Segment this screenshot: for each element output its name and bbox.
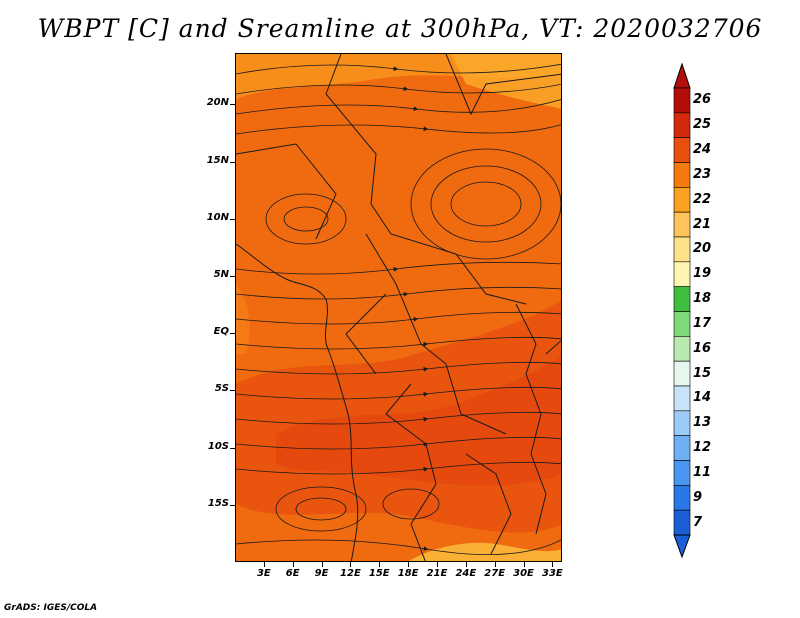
- colorbar-label: 17: [693, 315, 712, 331]
- colorbar-segment: [673, 311, 691, 337]
- colorbar-segment: [673, 360, 691, 387]
- cool-patch-south: [409, 542, 561, 561]
- lon-tick-label: 18E: [397, 568, 419, 579]
- lon-tick: [321, 562, 323, 567]
- colorbar-segment: [673, 236, 691, 263]
- colorbar-segment: [673, 385, 691, 412]
- colorbar-segment: [673, 286, 691, 312]
- colorbar-label: 25: [693, 117, 712, 133]
- colorbar-label: 9: [693, 489, 703, 505]
- colorbar-label: 26: [693, 92, 712, 108]
- lon-tick: [552, 562, 554, 567]
- lat-tick-label: 10N: [206, 211, 229, 223]
- lat-tick: [230, 390, 235, 392]
- lon-tick: [350, 562, 352, 567]
- lon-tick: [292, 562, 294, 567]
- warm-core: [276, 355, 561, 486]
- chart-title: WBPT [C] and Sreamline at 300hPa, VT: 20…: [37, 14, 763, 43]
- lon-tick-label: 3E: [256, 568, 271, 579]
- lon-tick: [263, 562, 265, 567]
- lon-tick: [523, 562, 525, 567]
- colorbar-segment: [673, 87, 691, 114]
- colorbar-label: 20: [693, 241, 712, 257]
- lat-tick: [230, 447, 235, 449]
- lon-tick-label: 33E: [542, 568, 563, 579]
- colorbar-label: 15: [693, 365, 712, 381]
- lon-tick-label: 12E: [340, 568, 361, 579]
- lat-tick-label: 10S: [207, 440, 229, 452]
- lat-tick: [230, 333, 235, 335]
- lat-tick: [230, 104, 235, 106]
- coastlines-borders: [236, 54, 561, 561]
- lon-tick-label: 30E: [513, 568, 534, 579]
- lon-tick-label: 24E: [455, 568, 477, 579]
- colorbar-segment: [673, 261, 691, 287]
- colorbar-label: 14: [693, 390, 712, 406]
- lon-tick: [408, 562, 410, 567]
- colorbar-label: 12: [693, 440, 712, 456]
- colorbar-segment: [673, 162, 691, 188]
- lon-tick: [379, 562, 381, 567]
- lat-tick-label: 20N: [206, 97, 229, 109]
- lon-tick: [436, 562, 438, 567]
- lat-tick-label: 15S: [207, 497, 229, 509]
- colorbar-label: 21: [693, 216, 712, 232]
- colorbar-label: 19: [693, 266, 712, 282]
- lat-tick: [230, 218, 235, 220]
- lon-tick-label: 15E: [368, 568, 390, 579]
- cool-patch-west: [236, 284, 250, 354]
- colorbar-label: 11: [693, 464, 712, 480]
- colorbar-segment: [673, 485, 691, 511]
- lat-tick: [230, 161, 235, 163]
- colorbar: [673, 62, 691, 559]
- lon-tick: [465, 562, 467, 567]
- colorbar-label: 18: [693, 291, 712, 307]
- colorbar-segment: [673, 187, 691, 213]
- colorbar-label: 24: [693, 142, 712, 158]
- colorbar-label: 16: [693, 340, 712, 356]
- colorbar-label: 7: [693, 514, 703, 530]
- colorbar-max-arrow: [673, 62, 691, 89]
- lat-tick: [230, 276, 235, 278]
- lon-tick-label: 6E: [285, 568, 300, 579]
- colorbar-segment: [673, 112, 691, 138]
- colorbar-label: 23: [693, 166, 712, 182]
- lon-tick-label: 9E: [314, 568, 329, 579]
- lon-tick: [494, 562, 496, 567]
- colorbar-segment: [673, 435, 691, 461]
- colorbar-min-arrow: [673, 534, 691, 559]
- lon-tick-label: 21E: [426, 568, 448, 579]
- streamlines: [236, 63, 561, 555]
- lon-tick-label: 27E: [484, 568, 506, 579]
- lat-tick-label: EQ: [213, 326, 229, 338]
- wbpt-streamline-map: [236, 54, 561, 561]
- colorbar-segment: [673, 211, 691, 238]
- lat-tick-label: 5S: [214, 383, 229, 395]
- colorbar-segment: [673, 460, 691, 486]
- lat-tick-label: 15N: [206, 154, 229, 166]
- grads-footer: GrADS: IGES/COLA: [4, 603, 98, 613]
- colorbar-segment: [673, 509, 691, 536]
- colorbar-segment: [673, 137, 691, 163]
- colorbar-segment: [673, 410, 691, 436]
- lat-tick-label: 5N: [213, 269, 229, 281]
- lat-tick: [230, 504, 235, 506]
- map-panel: [235, 53, 562, 562]
- colorbar-label: 13: [693, 415, 712, 431]
- colorbar-segment: [673, 336, 691, 362]
- colorbar-label: 22: [693, 191, 712, 207]
